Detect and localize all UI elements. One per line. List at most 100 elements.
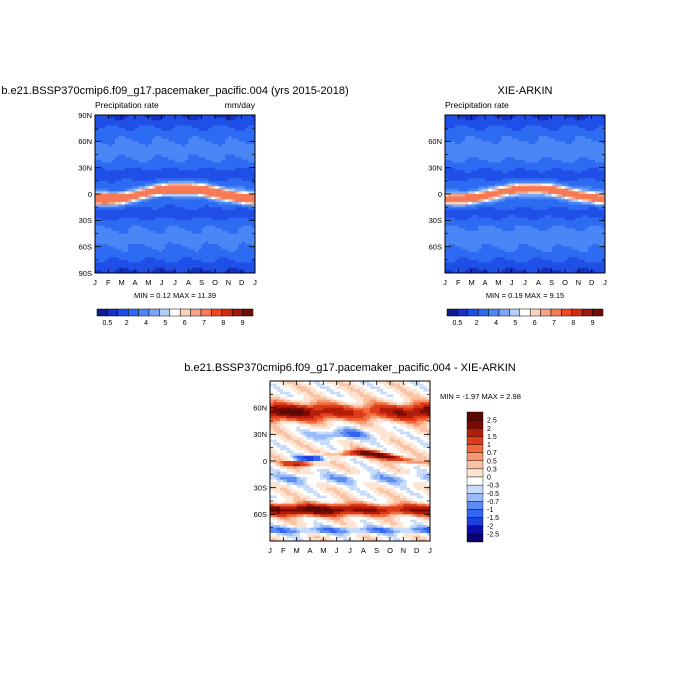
- heatmap-cell: [410, 501, 418, 505]
- heatmap-cell: [276, 495, 284, 499]
- heatmap-cell: [296, 501, 304, 505]
- heatmap-cell: [346, 485, 358, 489]
- heatmap-cell: [270, 426, 281, 430]
- heatmap-cell: [95, 162, 255, 166]
- heatmap-cell: [290, 407, 304, 411]
- heatmap-cell: [333, 519, 344, 523]
- colorbar-swatch: [466, 428, 484, 437]
- x-tick-label: J: [443, 278, 447, 287]
- heatmap-cell: [121, 201, 126, 206]
- heatmap-cell: [601, 141, 605, 145]
- heatmap-cell: [383, 445, 394, 449]
- heatmap-cell: [393, 471, 411, 475]
- heatmap-cell: [515, 115, 533, 119]
- heatmap-cell: [445, 136, 466, 140]
- heatmap-cell: [340, 466, 348, 470]
- heatmap-cell: [420, 466, 430, 470]
- colorbar-swatch: [488, 308, 500, 317]
- heatmap-cell: [161, 194, 199, 198]
- heatmap-cell: [95, 149, 255, 153]
- heatmap-cell: [370, 493, 378, 497]
- heatmap-cell: [273, 447, 281, 451]
- heatmap-cell: [356, 522, 364, 526]
- heatmap-cell: [128, 188, 136, 192]
- heatmap-cell: [155, 194, 163, 198]
- heatmap-cell: [165, 244, 183, 248]
- heatmap-cell: [336, 471, 344, 475]
- heatmap-cell: [296, 479, 304, 483]
- heatmap-cell: [406, 383, 414, 387]
- heatmap-cell: [363, 442, 371, 446]
- heatmap-cell: [475, 117, 503, 121]
- y-tick-label: 0: [438, 190, 442, 199]
- heatmap-cell: [198, 154, 226, 158]
- heatmap-cell: [128, 249, 159, 253]
- heatmap-cell: [445, 254, 605, 258]
- heatmap-cell: [320, 394, 328, 398]
- heatmap-cell: [538, 138, 556, 142]
- heatmap-cell: [396, 533, 404, 537]
- heatmap-cell: [336, 429, 344, 433]
- heatmap-cell: [128, 199, 133, 203]
- heatmap-cell: [386, 442, 398, 446]
- heatmap-cell: [581, 201, 593, 206]
- heatmap-cell: [343, 514, 348, 518]
- heatmap-cell: [445, 172, 605, 177]
- heatmap-cell: [541, 249, 553, 253]
- heatmap-cell: [363, 511, 381, 515]
- heatmap-cell: [300, 439, 308, 443]
- heatmap-cell: [195, 180, 209, 185]
- heatmap-cell: [95, 194, 149, 198]
- heatmap-cell: [396, 503, 404, 507]
- heatmap-cell: [595, 159, 605, 163]
- heatmap-cell: [225, 138, 239, 142]
- heatmap-cell: [343, 517, 351, 521]
- heatmap-cell: [386, 429, 398, 433]
- heatmap-cell: [165, 204, 176, 208]
- heatmap-cell: [400, 501, 411, 505]
- heatmap-cell: [515, 249, 543, 253]
- heatmap-cell: [270, 509, 281, 513]
- colorbar-swatch: [148, 308, 160, 317]
- heatmap-cell: [151, 138, 169, 142]
- heatmap-cell: [420, 535, 428, 539]
- heatmap-cell: [340, 517, 344, 521]
- heatmap-cell: [350, 477, 354, 481]
- heatmap-cell: [313, 519, 318, 523]
- heatmap-cell: [356, 447, 364, 451]
- heatmap-cell: [426, 418, 430, 422]
- heatmap-cell: [515, 167, 526, 171]
- heatmap-cell: [380, 434, 398, 438]
- heatmap-cell: [426, 535, 430, 539]
- heatmap-cell: [488, 196, 493, 200]
- heatmap-cell: [346, 535, 358, 539]
- heatmap-cell: [588, 191, 596, 195]
- heatmap-cell: [465, 194, 499, 198]
- heatmap-cell: [118, 136, 126, 140]
- heatmap-cell: [151, 196, 159, 200]
- x-tick-label: F: [456, 278, 461, 287]
- heatmap-cell: [420, 386, 428, 390]
- heatmap-cell: [283, 479, 288, 483]
- heatmap-cell: [373, 495, 384, 499]
- heatmap-cell: [198, 207, 223, 211]
- panel-model-subtitle-left: Precipitation rate: [95, 100, 159, 110]
- heatmap-cell: [95, 238, 255, 242]
- heatmap-cell: [293, 466, 298, 470]
- heatmap-cell: [488, 125, 506, 129]
- heatmap-cell: [505, 267, 516, 271]
- heatmap-cell: [273, 522, 284, 526]
- heatmap-cell: [420, 429, 430, 433]
- heatmap-cell: [95, 175, 255, 179]
- heatmap-cell: [350, 503, 368, 507]
- heatmap-cell: [393, 538, 401, 541]
- heatmap-cell: [528, 141, 536, 145]
- heatmap-cell: [588, 157, 605, 161]
- heatmap-cell: [481, 199, 486, 203]
- heatmap-cell: [390, 490, 398, 494]
- heatmap-cell: [141, 199, 149, 203]
- heatmap-cell: [585, 228, 605, 232]
- heatmap-cell: [326, 397, 334, 401]
- colorbar-swatch: [200, 308, 212, 317]
- heatmap-cell: [423, 439, 430, 443]
